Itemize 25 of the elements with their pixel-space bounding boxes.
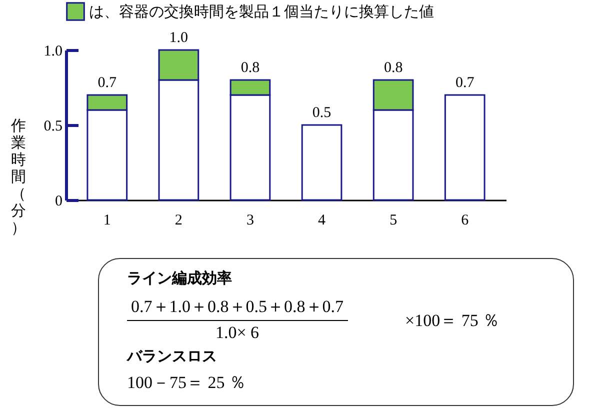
text: 100－75＝ 25 ％ <box>127 372 246 394</box>
y-tick-label: 1.0 <box>44 44 62 60</box>
x-tick-label: 1 <box>103 212 111 228</box>
bar <box>444 94 486 201</box>
text: ライン編成効率 <box>127 269 232 288</box>
total-label: 0.8 <box>384 60 403 76</box>
x-tick-label: 2 <box>174 212 182 228</box>
total-label: 0.5 <box>312 105 332 121</box>
y-tick-label: 0 <box>55 194 62 210</box>
x-tick-label: 4 <box>318 212 326 228</box>
total-label: 0.7 <box>455 75 475 91</box>
text: ×100＝ 75 ％ <box>405 310 500 332</box>
legend-label: は、容器の交換時間を製品１個当たりに換算した値 <box>89 2 434 20</box>
y-axis-title: 作業時間（分） <box>10 116 26 236</box>
bar <box>301 124 342 201</box>
text: バランスロス <box>127 347 217 366</box>
y-tick-label: 0.5 <box>44 118 62 134</box>
text: 1.0× 6 <box>214 322 260 343</box>
text: 0.7＋1.0＋0.8＋0.5＋0.8＋0.7 <box>127 295 348 321</box>
x-tick-label: 3 <box>246 212 254 228</box>
x-tick-label: 6 <box>461 212 470 228</box>
total-label: 1.0 <box>169 30 188 46</box>
total-label: 0.8 <box>240 60 260 76</box>
total-label: 0.7 <box>98 75 118 91</box>
x-tick-label: 5 <box>390 212 398 228</box>
